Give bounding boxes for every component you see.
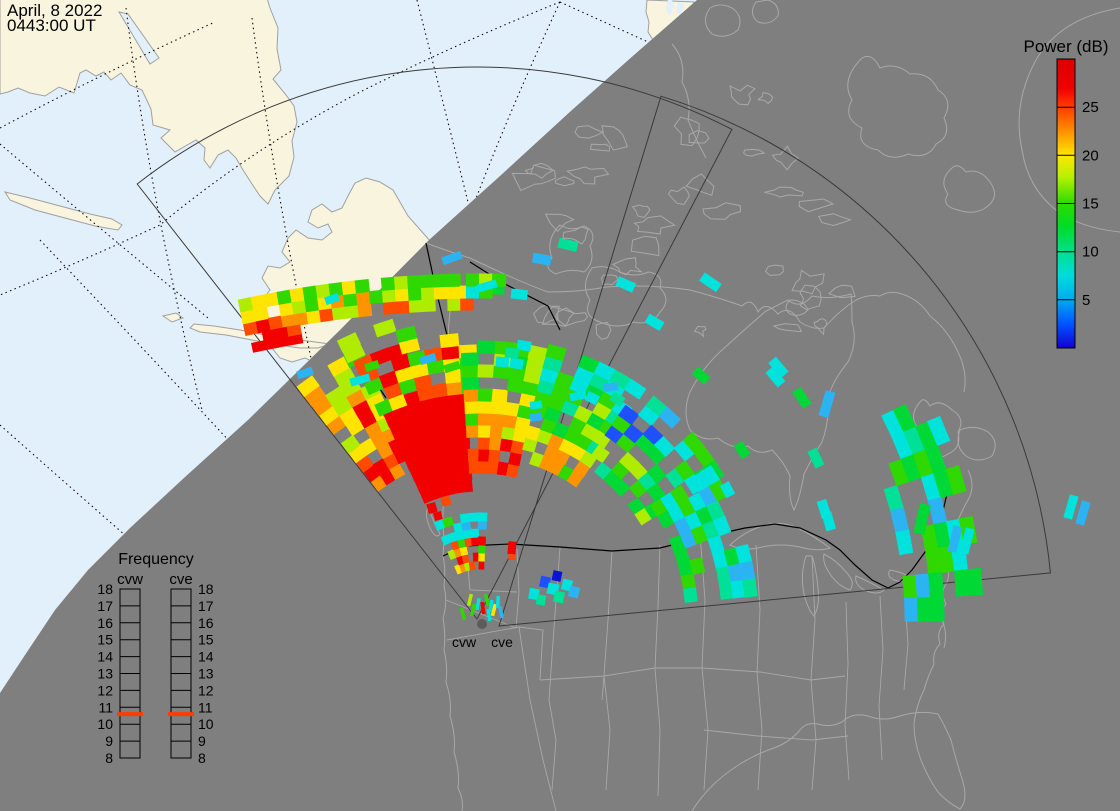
svg-text:16: 16 <box>198 615 214 631</box>
svg-text:13: 13 <box>97 666 113 682</box>
svg-text:10: 10 <box>198 716 214 732</box>
svg-text:8: 8 <box>198 750 206 766</box>
svg-text:17: 17 <box>97 598 113 614</box>
svg-text:5: 5 <box>1082 292 1090 309</box>
svg-text:16: 16 <box>97 615 113 631</box>
svg-text:15: 15 <box>97 632 113 648</box>
svg-text:12: 12 <box>97 682 113 698</box>
svg-text:10: 10 <box>97 716 113 732</box>
svg-text:18: 18 <box>97 581 113 597</box>
svg-text:9: 9 <box>105 733 113 749</box>
svg-text:cvw: cvw <box>452 634 477 650</box>
svg-text:Frequency: Frequency <box>118 551 194 568</box>
svg-text:cvw: cvw <box>117 571 143 588</box>
svg-text:14: 14 <box>198 649 214 665</box>
svg-text:8: 8 <box>105 750 113 766</box>
svg-text:15: 15 <box>1082 196 1099 213</box>
svg-text:17: 17 <box>198 598 214 614</box>
svg-text:11: 11 <box>198 699 213 715</box>
svg-text:20: 20 <box>1082 147 1099 164</box>
svg-text:cve: cve <box>491 634 513 650</box>
svg-text:25: 25 <box>1082 99 1099 116</box>
svg-text:11: 11 <box>98 699 113 715</box>
svg-text:Power (dB): Power (dB) <box>1023 37 1108 56</box>
svg-text:10: 10 <box>1082 244 1099 261</box>
svg-text:18: 18 <box>198 581 214 597</box>
svg-text:15: 15 <box>198 632 214 648</box>
svg-text:14: 14 <box>97 649 113 665</box>
svg-text:0443:00 UT: 0443:00 UT <box>7 16 96 35</box>
svg-text:12: 12 <box>198 682 214 698</box>
svg-text:cve: cve <box>169 571 192 588</box>
svg-text:April, 8 2022: April, 8 2022 <box>7 1 102 20</box>
svg-text:13: 13 <box>198 666 214 682</box>
svg-text:9: 9 <box>198 733 206 749</box>
